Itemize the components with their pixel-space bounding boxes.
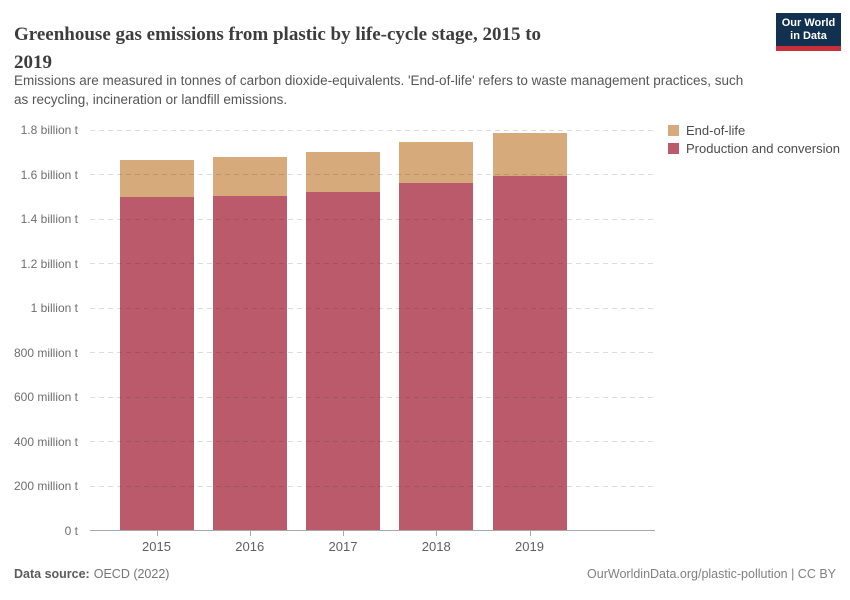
x-tick-label: 2018: [421, 539, 451, 554]
x-tick-label: 2016: [235, 539, 265, 554]
legend-swatch: [668, 142, 679, 154]
x-tick-mark: [436, 531, 438, 536]
x-tick-mark: [249, 531, 251, 536]
chart-plot-area: [90, 129, 655, 531]
y-tick-label: 600 million t: [13, 390, 78, 405]
gridline: [90, 307, 655, 309]
legend-swatch: [668, 124, 679, 136]
page-title: Greenhouse gas emissions from plastic by…: [14, 21, 754, 77]
gridline: [90, 396, 655, 398]
gridline: [90, 218, 655, 220]
bar-segment[interactable]: [399, 142, 474, 184]
gridline: [90, 352, 655, 354]
y-tick-label: 1.8 billion t: [20, 123, 78, 137]
bar-segment[interactable]: [119, 196, 194, 531]
gridline: [90, 485, 655, 487]
data-source: Data source: OECD (2022): [14, 567, 169, 581]
y-tick-label: 200 million t: [13, 479, 78, 494]
owid-logo-line2: in Data: [790, 30, 827, 42]
legend-label: Production and conversion: [686, 140, 840, 156]
legend-label: End-of-life: [686, 122, 746, 138]
data-source-label: Data source:: [14, 567, 90, 581]
legend-item[interactable]: Production and conversion: [668, 139, 840, 157]
chart-subtitle: Emissions are measured in tonnes of carb…: [14, 71, 844, 109]
bar-segment[interactable]: [492, 133, 567, 176]
bar-segment[interactable]: [399, 183, 474, 531]
bar-segment[interactable]: [492, 175, 567, 531]
x-tick-mark: [343, 531, 344, 536]
bar-segment[interactable]: [119, 160, 194, 197]
legend-item[interactable]: End-of-life: [668, 121, 840, 139]
owid-logo[interactable]: Our World in Data: [776, 13, 841, 51]
y-tick-label: 1.6 billion t: [20, 167, 78, 182]
x-tick-label: 2017: [328, 539, 358, 554]
gridline: [90, 263, 655, 265]
page-title-line2: 2019: [14, 51, 52, 73]
x-tick-label: 2019: [515, 539, 544, 554]
y-tick-label: 800 million t: [13, 345, 78, 360]
gridline: [90, 129, 655, 131]
data-source-value: OECD (2022): [93, 567, 170, 581]
y-axis-labels: 0 t 200 million t 400 million t 600 million…: [0, 123, 80, 538]
page-title-line1: Greenhouse gas emissions from plastic by…: [14, 23, 542, 45]
x-tick-label: 2015: [142, 539, 171, 554]
y-tick-label: 400 million t: [13, 434, 78, 449]
bar-segment[interactable]: [212, 156, 287, 196]
y-tick-label: 0 t: [64, 524, 78, 538]
gridline: [90, 441, 655, 443]
y-tick-label: 1.2 billion t: [20, 256, 78, 271]
owid-logo-stripe: [776, 46, 841, 51]
owid-citation-link[interactable]: OurWorldinData.org/plastic-pollution | C…: [587, 567, 836, 581]
x-tick-mark: [156, 531, 158, 536]
bar-segment[interactable]: [306, 152, 380, 193]
owid-logo-box: Our World in Data: [776, 13, 841, 46]
chart-legend: End-of-life Production and conversion: [668, 121, 840, 157]
gridline: [90, 174, 655, 176]
y-tick-label: 1.4 billion t: [20, 212, 78, 227]
bar-segment[interactable]: [212, 195, 287, 531]
x-axis-baseline: [90, 530, 655, 531]
chart-footer: Data source: OECD (2022) OurWorldinData.o…: [14, 567, 836, 581]
y-tick-label: 1 billion t: [30, 301, 78, 316]
chart-subtitle-line2: as recycling, incineration or landfill e…: [14, 92, 288, 107]
bar-segment[interactable]: [306, 192, 380, 531]
x-tick-mark: [529, 531, 531, 536]
owid-logo-line1: Our World: [781, 17, 836, 29]
chart-subtitle-line1: Emissions are measured in tonnes of carb…: [14, 73, 744, 88]
x-axis: 2015 2016 2017 2018 2019: [90, 531, 655, 559]
